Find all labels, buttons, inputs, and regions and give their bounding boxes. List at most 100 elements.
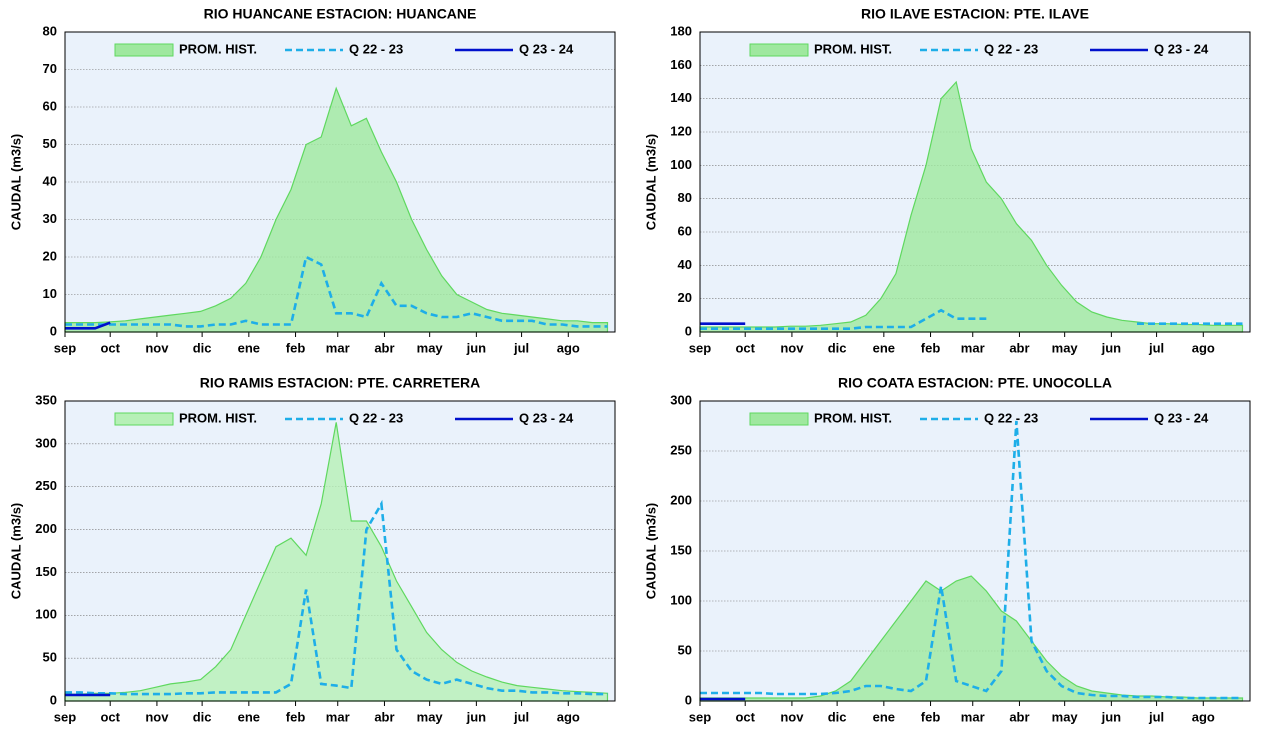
- y-tick-label: 200: [35, 521, 57, 536]
- legend-label: Q 23 - 24: [1154, 410, 1209, 425]
- y-tick-label: 20: [678, 290, 692, 305]
- y-tick-label: 30: [43, 211, 57, 226]
- plot-frame: [64, 31, 616, 333]
- x-tick-label: jul: [1148, 340, 1164, 355]
- x-tick-label: ene: [873, 709, 895, 724]
- y-tick-label: 350: [35, 392, 57, 407]
- line-series: [700, 420, 1243, 700]
- x-tick-label: jul: [513, 340, 529, 355]
- y-tick-label: 0: [685, 692, 692, 707]
- chart: 0 50 100 150 200 250 300 sep oct nov dic ene feb mar a…: [643, 375, 1251, 724]
- x-tick-label: ago: [1192, 709, 1215, 724]
- plot-frame: [699, 400, 1251, 702]
- y-tick-label: 60: [678, 223, 692, 238]
- y-tick-label: 120: [670, 123, 692, 138]
- x-tick-label: ene: [238, 709, 260, 724]
- x-tick-label: sep: [689, 340, 711, 355]
- line-series: [65, 321, 111, 330]
- plot-frame: [64, 400, 616, 702]
- y-tick-label: 80: [678, 190, 692, 205]
- y-tick-label: 300: [670, 392, 692, 407]
- chart: 0 10 20 30 40 50 60 70 80 sep oct nov dic ene feb mar ab…: [8, 6, 616, 355]
- x-tick-label: abr: [374, 340, 394, 355]
- x-tick-label: ene: [238, 340, 260, 355]
- y-tick-label: 0: [50, 692, 57, 707]
- x-tick-label: nov: [145, 340, 169, 355]
- y-tick-label: 100: [35, 607, 57, 622]
- legend-label: PROM. HIST.: [814, 410, 892, 425]
- plot-frame: [699, 31, 1251, 333]
- x-tick-label: nov: [145, 709, 169, 724]
- y-axis-label: CAUDAL (m3/s): [8, 134, 23, 231]
- y-tick-label: 60: [43, 98, 57, 113]
- x-tick-label: jun: [466, 709, 487, 724]
- x-tick-label: mar: [961, 709, 985, 724]
- chart-title: RIO RAMIS ESTACION: PTE. CARRETERA: [200, 375, 481, 391]
- y-tick-label: 250: [35, 478, 57, 493]
- y-tick-label: 0: [685, 323, 692, 338]
- x-tick-label: may: [1052, 709, 1079, 724]
- legend-swatch: [749, 43, 809, 57]
- y-tick-label: 50: [678, 642, 692, 657]
- y-axis-label: CAUDAL (m3/s): [643, 134, 658, 231]
- chart-title: RIO COATA ESTACION: PTE. UNOCOLLA: [838, 375, 1112, 391]
- x-tick-label: sep: [689, 709, 711, 724]
- x-tick-label: nov: [780, 709, 804, 724]
- line-series: [65, 499, 608, 696]
- legend-swatch: [114, 43, 174, 57]
- x-tick-label: may: [417, 340, 444, 355]
- y-axis-label: CAUDAL (m3/s): [643, 503, 658, 600]
- x-tick-label: nov: [780, 340, 804, 355]
- x-tick-label: may: [417, 709, 444, 724]
- legend-swatch: [749, 412, 809, 426]
- legend-label: Q 22 - 23: [984, 41, 1038, 56]
- y-tick-label: 20: [43, 248, 57, 263]
- line-series: [700, 308, 1243, 330]
- y-tick-label: 0: [50, 323, 57, 338]
- x-tick-label: abr: [374, 709, 394, 724]
- x-tick-label: ago: [557, 709, 580, 724]
- y-tick-label: 80: [43, 23, 57, 38]
- x-tick-label: sep: [54, 340, 76, 355]
- x-tick-label: dic: [193, 709, 212, 724]
- x-tick-label: feb: [286, 709, 306, 724]
- x-tick-label: ago: [557, 340, 580, 355]
- y-tick-label: 50: [43, 650, 57, 665]
- x-tick-label: feb: [921, 340, 941, 355]
- x-tick-label: dic: [828, 709, 847, 724]
- y-tick-label: 200: [670, 492, 692, 507]
- x-tick-label: sep: [54, 709, 76, 724]
- y-tick-label: 140: [670, 90, 692, 105]
- y-axis-label: CAUDAL (m3/s): [8, 503, 23, 600]
- y-tick-label: 180: [670, 23, 692, 38]
- area-series: [699, 575, 1244, 702]
- legend-label: Q 23 - 24: [519, 41, 574, 56]
- x-tick-label: oct: [100, 340, 120, 355]
- x-tick-label: may: [1052, 340, 1079, 355]
- legend-label: PROM. HIST.: [814, 41, 892, 56]
- y-tick-label: 300: [35, 435, 57, 450]
- line-series: [65, 255, 608, 328]
- y-tick-label: 150: [670, 542, 692, 557]
- legend-label: Q 23 - 24: [519, 410, 574, 425]
- legend-label: PROM. HIST.: [179, 410, 257, 425]
- x-tick-label: abr: [1009, 340, 1029, 355]
- x-tick-label: jul: [1148, 709, 1164, 724]
- area-series: [64, 422, 609, 702]
- x-tick-label: jun: [1101, 340, 1122, 355]
- y-tick-label: 160: [670, 57, 692, 72]
- chart: 0 20 40 60 80 100 120 140 160 180 sep oct nov dic ene f…: [643, 6, 1251, 355]
- x-tick-label: feb: [286, 340, 306, 355]
- x-tick-label: mar: [326, 340, 350, 355]
- x-tick-label: abr: [1009, 709, 1029, 724]
- legend-label: Q 22 - 23: [349, 41, 403, 56]
- x-tick-label: jul: [513, 709, 529, 724]
- y-tick-label: 50: [43, 136, 57, 151]
- y-tick-label: 100: [670, 592, 692, 607]
- chart: 0 50 100 150 200 250 300 350 sep oct nov dic ene feb m…: [8, 375, 616, 724]
- legend-label: Q 22 - 23: [984, 410, 1038, 425]
- legend-label: Q 22 - 23: [349, 410, 403, 425]
- x-tick-label: oct: [735, 709, 755, 724]
- area-series: [64, 86, 609, 333]
